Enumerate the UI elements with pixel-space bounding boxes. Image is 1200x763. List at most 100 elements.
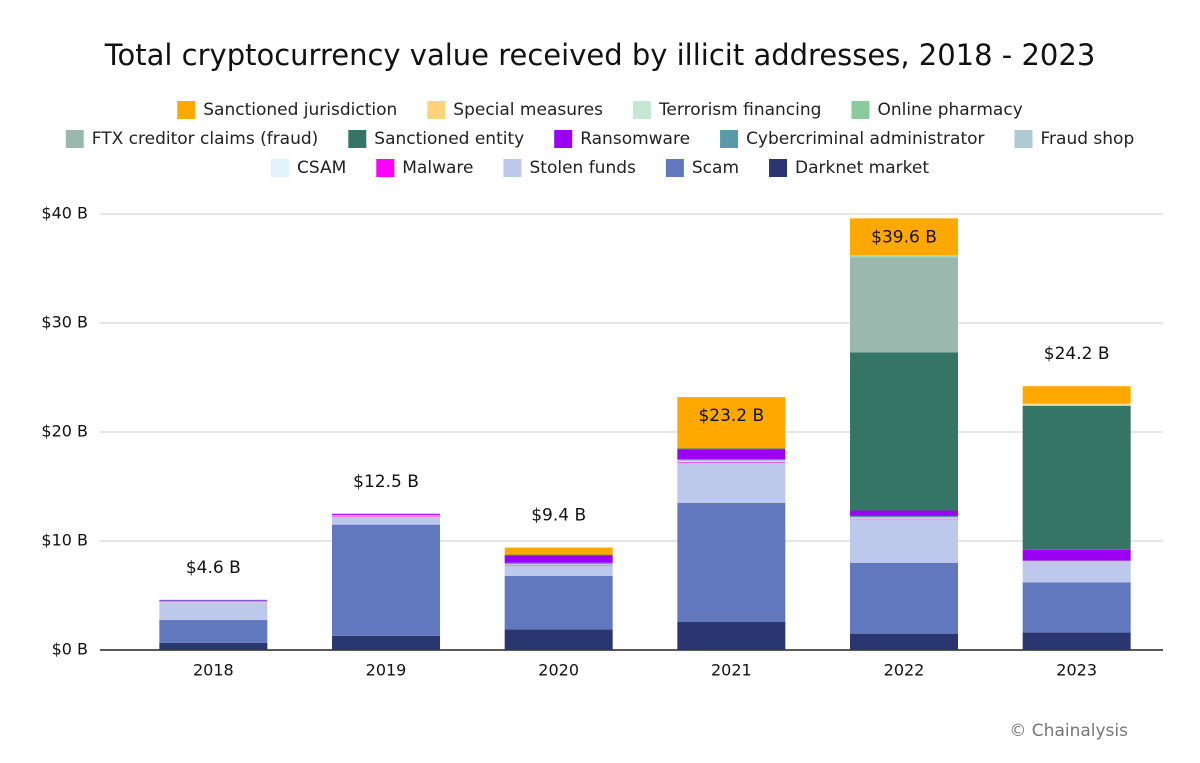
bar-segment — [159, 600, 268, 602]
bar-segment — [504, 566, 613, 576]
bar-segment — [850, 517, 958, 519]
legend-swatch — [769, 159, 788, 177]
bar-segment — [850, 562, 958, 634]
bar-segment — [504, 565, 613, 567]
legend-label: Special measures — [453, 100, 603, 120]
legend-swatch — [270, 159, 289, 177]
legend-label: CSAM — [297, 158, 346, 178]
legend-label: Darknet market — [795, 158, 929, 178]
bar-segment — [677, 461, 786, 463]
total-label: $9.4 B — [531, 506, 586, 526]
legend-label: Scam — [692, 158, 739, 178]
bar-segment — [677, 459, 786, 461]
x-tick-label: 2023 — [1056, 661, 1097, 680]
bar-segment — [332, 516, 440, 518]
bar-segment — [332, 515, 440, 516]
legend-swatch — [632, 101, 651, 119]
bar-segment — [850, 510, 958, 516]
bar-segment — [677, 448, 786, 450]
bar-segment — [159, 601, 268, 603]
bar-segment — [677, 449, 786, 460]
legend-label: Terrorism financing — [658, 100, 822, 120]
total-label: $12.5 B — [353, 472, 419, 492]
bar-segment — [332, 513, 440, 515]
bar-segment — [1022, 561, 1131, 583]
bar-segment — [850, 352, 958, 511]
bar-segment — [1022, 404, 1131, 406]
legend-swatch — [503, 159, 522, 177]
legend-swatch — [720, 130, 739, 148]
bar-segment — [159, 599, 268, 601]
chart-title: Total cryptocurrency value received by i… — [104, 38, 1096, 72]
bar-segment — [504, 629, 613, 650]
legend-swatch — [851, 101, 870, 119]
y-tick-label: $30 B — [41, 313, 88, 332]
bar-segment — [1022, 582, 1131, 633]
legend-swatch — [554, 130, 573, 148]
total-label: $23.2 B — [698, 406, 764, 426]
total-label: $39.6 B — [871, 227, 937, 247]
legend-swatch — [65, 130, 84, 148]
legend-swatch — [348, 130, 367, 148]
legend-swatch — [427, 101, 446, 119]
x-tick-label: 2022 — [884, 661, 925, 680]
bar-segment — [159, 602, 268, 621]
bar-segment — [1022, 403, 1131, 405]
bar-segment — [1022, 632, 1131, 650]
bar-segment — [850, 518, 958, 520]
bar-segment — [159, 642, 268, 650]
bar-segment — [850, 255, 958, 256]
bar-segment — [850, 518, 958, 519]
bar-segment — [850, 255, 958, 257]
bar-segment — [677, 621, 786, 650]
bar-segment — [332, 635, 440, 650]
bar-segment — [850, 515, 958, 518]
bar-segment — [159, 620, 268, 643]
legend-label: Sanctioned entity — [374, 129, 524, 149]
source: © Chainalysis — [1009, 721, 1128, 741]
bar-segment — [504, 547, 613, 555]
bar-segment — [677, 461, 786, 462]
y-tick-label: $40 B — [41, 204, 88, 223]
legend-label: FTX creditor claims (fraud) — [92, 129, 319, 149]
bar-segment — [850, 519, 958, 563]
bar-segment — [332, 524, 440, 636]
legend-label: Online pharmacy — [877, 100, 1022, 120]
bar-segment — [504, 575, 613, 630]
y-tick-label: $20 B — [41, 422, 88, 441]
bar-segment — [1022, 549, 1131, 561]
bar-segment — [677, 397, 786, 449]
total-label: $4.6 B — [186, 558, 241, 578]
bar-segment — [850, 633, 958, 650]
legend-swatch — [1014, 130, 1033, 148]
total-label: $24.2 B — [1044, 344, 1110, 364]
legend-label: Sanctioned jurisdiction — [203, 100, 397, 120]
bar-segment — [850, 218, 958, 256]
bar-segment — [677, 460, 786, 462]
bar-segment — [332, 514, 440, 516]
bar-segment — [850, 257, 958, 353]
legend-label: Fraud shop — [1041, 129, 1135, 149]
bar-segment — [1022, 405, 1131, 550]
bar-segment — [504, 564, 613, 566]
y-tick-label: $10 B — [41, 531, 88, 550]
legend-label: Stolen funds — [529, 158, 636, 178]
bar-segment — [332, 517, 440, 525]
x-tick-label: 2021 — [711, 661, 752, 680]
bar-segment — [504, 562, 613, 564]
legend-label: Cybercriminal administrator — [746, 129, 984, 149]
legend-label: Malware — [402, 158, 473, 178]
bar-segment — [332, 515, 440, 517]
bar-segment — [504, 554, 613, 556]
bar-segment — [677, 462, 786, 503]
bar-segment — [504, 555, 613, 563]
y-tick-label: $0 B — [52, 640, 88, 659]
bar-segment — [1022, 405, 1131, 406]
legend-swatch — [177, 101, 196, 119]
x-tick-label: 2018 — [193, 661, 234, 680]
bar-segment — [850, 256, 958, 258]
legend-swatch — [665, 159, 684, 177]
bar-segment — [504, 563, 613, 565]
bar-segment — [677, 502, 786, 622]
